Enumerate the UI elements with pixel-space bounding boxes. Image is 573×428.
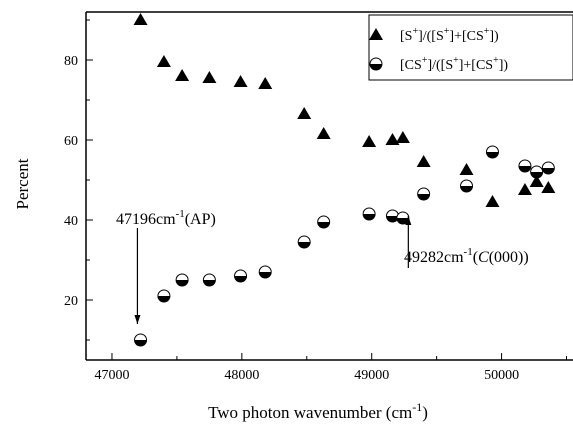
halfcircle-point [258, 265, 272, 279]
x-tick-label: 47000 [94, 368, 129, 383]
triangle-point [175, 69, 190, 81]
triangle-point [233, 75, 248, 87]
legend-marker-halfcircle [369, 57, 383, 71]
triangle-point [485, 195, 500, 207]
annotation-ap-arrow [134, 228, 141, 324]
annotation-ap-label: 47196cm-1(AP) [116, 208, 216, 228]
x-tick-label: 49000 [354, 368, 389, 383]
y-tick-label: 40 [64, 214, 78, 229]
legend-label-s: [S+]/([S+]+[CS+]) [400, 26, 499, 44]
halfcircle-point [417, 187, 431, 201]
triangle-point [459, 163, 474, 175]
halfcircle-point [362, 207, 376, 221]
halfcircle-point [485, 145, 499, 159]
halfcircle-point [175, 273, 189, 287]
halfcircle-point [157, 289, 171, 303]
triangle-point [517, 183, 532, 195]
y-tick-label: 60 [64, 134, 78, 149]
halfcircle-point [234, 269, 248, 283]
halfcircle-point [297, 235, 311, 249]
triangle-point [395, 131, 410, 143]
triangle-point [416, 155, 431, 167]
halfcircle-point [530, 165, 544, 179]
triangle-point [202, 71, 217, 83]
halfcircle-point [317, 215, 331, 229]
halfcircle-point [518, 159, 532, 173]
x-tick-label: 48000 [224, 368, 259, 383]
legend-marker-triangle [369, 28, 383, 40]
triangle-point [541, 181, 556, 193]
legend-box [368, 14, 573, 81]
annotation-ap: 47196cm-1(AP) [116, 208, 216, 324]
triangle-point [297, 107, 312, 119]
y-axis-label: Percent [13, 158, 32, 209]
triangle-point [133, 13, 148, 25]
triangle-point [362, 135, 377, 147]
y-tick-label: 80 [64, 54, 78, 69]
triangle-point [529, 175, 544, 187]
triangle-point [316, 127, 331, 139]
x-axis-label: Two photon wavenumber (cm-1) [208, 400, 428, 422]
data-marks [133, 13, 556, 347]
halfcircle-point [202, 273, 216, 287]
legend-label-cs: [CS+]/([S+]+[CS+]) [400, 55, 508, 73]
y-tick-label: 20 [64, 294, 78, 309]
x-tick-label: 50000 [484, 368, 519, 383]
axes [85, 11, 573, 361]
halfcircle-point [460, 179, 474, 193]
triangle-point [385, 133, 400, 145]
annotation-c000: 49282cm-1(C(000)) [404, 216, 529, 268]
halfcircle-point [385, 209, 399, 223]
annotation-c000-arrow [405, 216, 412, 268]
annotation-c000-label: 49282cm-1(C(000)) [404, 246, 529, 266]
halfcircle-point [541, 161, 555, 175]
triangle-point [258, 77, 273, 89]
triangle-point [156, 55, 171, 67]
ticks: 47000 48000 49000 50000 20 40 60 80 [64, 19, 568, 383]
halfcircle-point [134, 333, 148, 347]
legend: [S+]/([S+]+[CS+]) [CS+]/([S+]+[CS+]) [368, 14, 573, 81]
